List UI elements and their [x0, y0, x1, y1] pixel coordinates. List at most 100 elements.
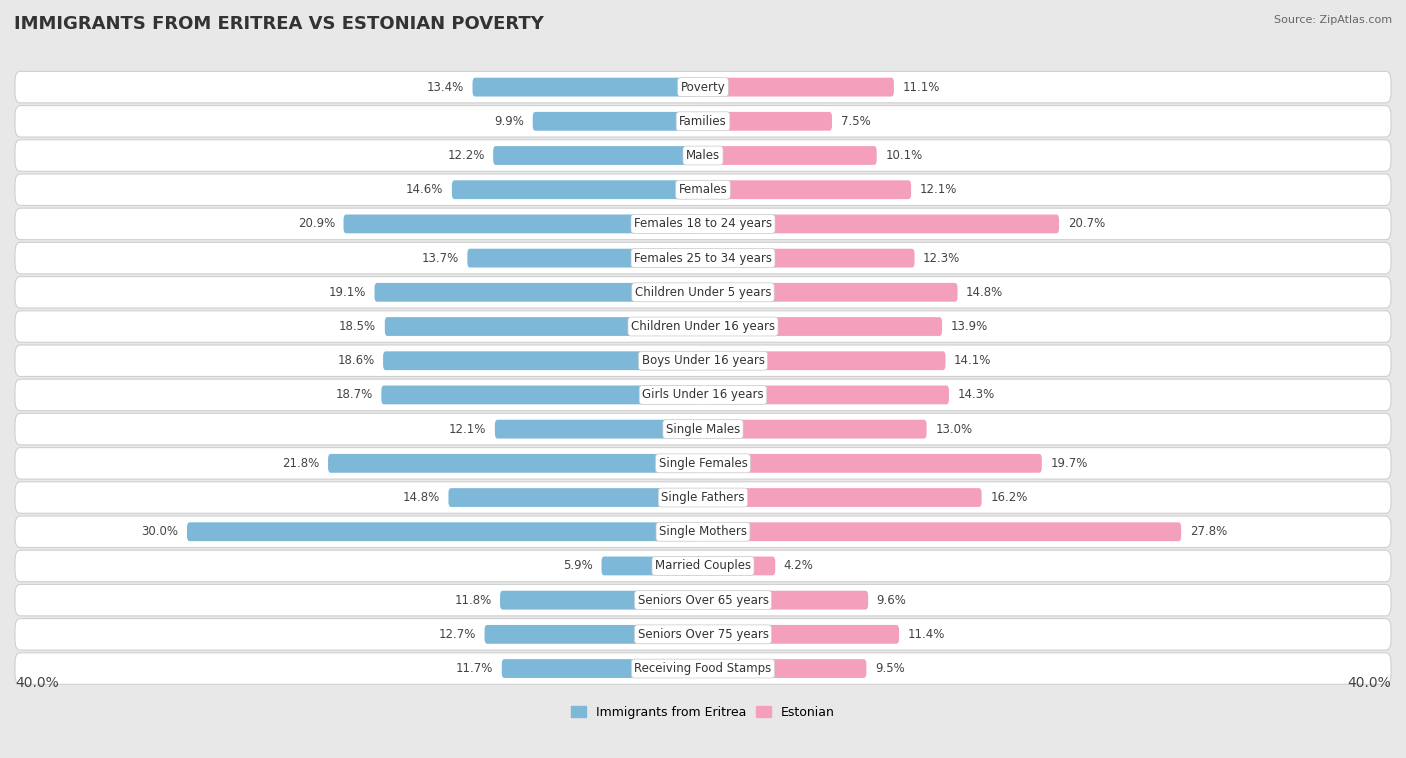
Text: 9.6%: 9.6%	[877, 594, 907, 606]
FancyBboxPatch shape	[703, 180, 911, 199]
Text: 20.7%: 20.7%	[1067, 218, 1105, 230]
Text: 16.2%: 16.2%	[990, 491, 1028, 504]
Text: Females 18 to 24 years: Females 18 to 24 years	[634, 218, 772, 230]
FancyBboxPatch shape	[187, 522, 703, 541]
Text: Married Couples: Married Couples	[655, 559, 751, 572]
Text: IMMIGRANTS FROM ERITREA VS ESTONIAN POVERTY: IMMIGRANTS FROM ERITREA VS ESTONIAN POVE…	[14, 15, 544, 33]
Text: Single Females: Single Females	[658, 457, 748, 470]
FancyBboxPatch shape	[703, 386, 949, 404]
Text: 30.0%: 30.0%	[142, 525, 179, 538]
Text: Single Males: Single Males	[666, 423, 740, 436]
FancyBboxPatch shape	[15, 139, 1391, 171]
Text: 27.8%: 27.8%	[1189, 525, 1227, 538]
Text: 18.5%: 18.5%	[339, 320, 377, 333]
Text: 14.3%: 14.3%	[957, 388, 995, 402]
FancyBboxPatch shape	[15, 311, 1391, 343]
FancyBboxPatch shape	[15, 345, 1391, 377]
FancyBboxPatch shape	[451, 180, 703, 199]
FancyBboxPatch shape	[703, 112, 832, 130]
Text: 40.0%: 40.0%	[1347, 676, 1391, 690]
FancyBboxPatch shape	[328, 454, 703, 473]
FancyBboxPatch shape	[703, 249, 914, 268]
Legend: Immigrants from Eritrea, Estonian: Immigrants from Eritrea, Estonian	[565, 700, 841, 724]
Text: Females: Females	[679, 183, 727, 196]
FancyBboxPatch shape	[343, 215, 703, 233]
Text: Receiving Food Stamps: Receiving Food Stamps	[634, 662, 772, 675]
FancyBboxPatch shape	[15, 71, 1391, 103]
Text: 12.3%: 12.3%	[924, 252, 960, 265]
Text: 13.7%: 13.7%	[422, 252, 458, 265]
FancyBboxPatch shape	[703, 420, 927, 439]
Text: 14.8%: 14.8%	[402, 491, 440, 504]
FancyBboxPatch shape	[533, 112, 703, 130]
Text: Children Under 16 years: Children Under 16 years	[631, 320, 775, 333]
Text: 14.1%: 14.1%	[955, 354, 991, 367]
Text: 9.9%: 9.9%	[495, 114, 524, 128]
FancyBboxPatch shape	[15, 413, 1391, 445]
Text: 12.7%: 12.7%	[439, 628, 477, 641]
FancyBboxPatch shape	[703, 522, 1181, 541]
Text: 21.8%: 21.8%	[283, 457, 319, 470]
FancyBboxPatch shape	[15, 653, 1391, 684]
FancyBboxPatch shape	[15, 448, 1391, 479]
Text: 13.4%: 13.4%	[426, 80, 464, 93]
FancyBboxPatch shape	[495, 420, 703, 439]
FancyBboxPatch shape	[381, 386, 703, 404]
FancyBboxPatch shape	[703, 215, 1059, 233]
FancyBboxPatch shape	[382, 351, 703, 370]
FancyBboxPatch shape	[502, 659, 703, 678]
FancyBboxPatch shape	[15, 550, 1391, 581]
Text: 11.7%: 11.7%	[456, 662, 494, 675]
Text: Source: ZipAtlas.com: Source: ZipAtlas.com	[1274, 15, 1392, 25]
Text: Children Under 5 years: Children Under 5 years	[634, 286, 772, 299]
FancyBboxPatch shape	[703, 351, 945, 370]
Text: 7.5%: 7.5%	[841, 114, 870, 128]
Text: 13.9%: 13.9%	[950, 320, 988, 333]
FancyBboxPatch shape	[501, 590, 703, 609]
FancyBboxPatch shape	[472, 78, 703, 96]
FancyBboxPatch shape	[374, 283, 703, 302]
FancyBboxPatch shape	[703, 283, 957, 302]
FancyBboxPatch shape	[15, 105, 1391, 137]
FancyBboxPatch shape	[703, 659, 866, 678]
Text: 14.6%: 14.6%	[406, 183, 443, 196]
FancyBboxPatch shape	[467, 249, 703, 268]
Text: 11.4%: 11.4%	[908, 628, 945, 641]
Text: Single Fathers: Single Fathers	[661, 491, 745, 504]
FancyBboxPatch shape	[703, 625, 898, 644]
FancyBboxPatch shape	[15, 277, 1391, 308]
Text: Single Mothers: Single Mothers	[659, 525, 747, 538]
Text: Seniors Over 65 years: Seniors Over 65 years	[637, 594, 769, 606]
FancyBboxPatch shape	[15, 584, 1391, 616]
Text: 11.1%: 11.1%	[903, 80, 939, 93]
Text: 12.1%: 12.1%	[920, 183, 957, 196]
Text: 40.0%: 40.0%	[15, 676, 59, 690]
Text: Poverty: Poverty	[681, 80, 725, 93]
FancyBboxPatch shape	[15, 619, 1391, 650]
FancyBboxPatch shape	[703, 590, 868, 609]
Text: Boys Under 16 years: Boys Under 16 years	[641, 354, 765, 367]
Text: 13.0%: 13.0%	[935, 423, 973, 436]
FancyBboxPatch shape	[494, 146, 703, 165]
Text: 11.8%: 11.8%	[454, 594, 492, 606]
Text: 18.7%: 18.7%	[336, 388, 373, 402]
FancyBboxPatch shape	[15, 243, 1391, 274]
FancyBboxPatch shape	[15, 208, 1391, 240]
Text: 20.9%: 20.9%	[298, 218, 335, 230]
FancyBboxPatch shape	[15, 482, 1391, 513]
FancyBboxPatch shape	[15, 379, 1391, 411]
FancyBboxPatch shape	[703, 556, 775, 575]
Text: Females 25 to 34 years: Females 25 to 34 years	[634, 252, 772, 265]
FancyBboxPatch shape	[15, 516, 1391, 547]
Text: 19.1%: 19.1%	[329, 286, 366, 299]
Text: Males: Males	[686, 149, 720, 162]
Text: 10.1%: 10.1%	[886, 149, 922, 162]
FancyBboxPatch shape	[385, 317, 703, 336]
FancyBboxPatch shape	[449, 488, 703, 507]
Text: Girls Under 16 years: Girls Under 16 years	[643, 388, 763, 402]
Text: 19.7%: 19.7%	[1050, 457, 1088, 470]
Text: 18.6%: 18.6%	[337, 354, 374, 367]
Text: 14.8%: 14.8%	[966, 286, 1004, 299]
FancyBboxPatch shape	[15, 174, 1391, 205]
FancyBboxPatch shape	[485, 625, 703, 644]
